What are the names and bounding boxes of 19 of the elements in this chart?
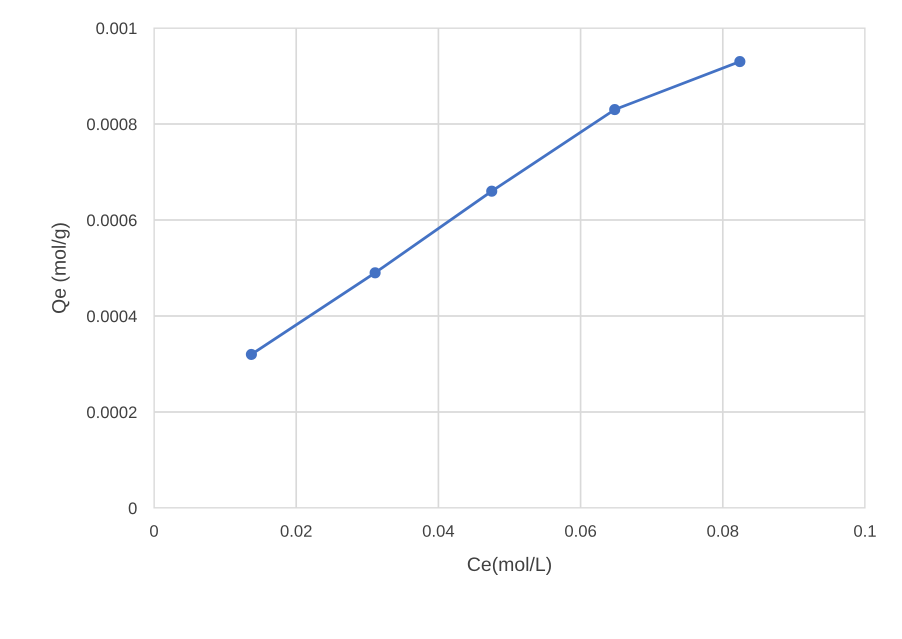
x-axis-title: Ce(mol/L) (468, 556, 551, 575)
y-tick-label: 0.0004 (87, 310, 137, 322)
x-tick-label: 0 (150, 525, 158, 537)
x-tick-label: 0.1 (854, 525, 876, 537)
y-tick-label: 0.001 (96, 22, 137, 34)
point (486, 186, 498, 197)
point (609, 104, 620, 116)
x-tick-label: 0.08 (707, 525, 738, 537)
x-tick-label: 0.02 (280, 525, 312, 537)
y-axis-title: Qe (mol/g) (52, 223, 70, 313)
y-tick-label: 0.0008 (87, 118, 137, 130)
point (246, 348, 257, 360)
x-tick-label: 0.04 (422, 525, 454, 537)
point (734, 56, 746, 68)
x-tick-label: 0.06 (565, 525, 596, 537)
point (370, 267, 381, 278)
y-tick-label: 0.0002 (87, 406, 136, 418)
y-tick-label: 0.0006 (87, 214, 137, 226)
y-tick-label: 0 (128, 502, 137, 514)
